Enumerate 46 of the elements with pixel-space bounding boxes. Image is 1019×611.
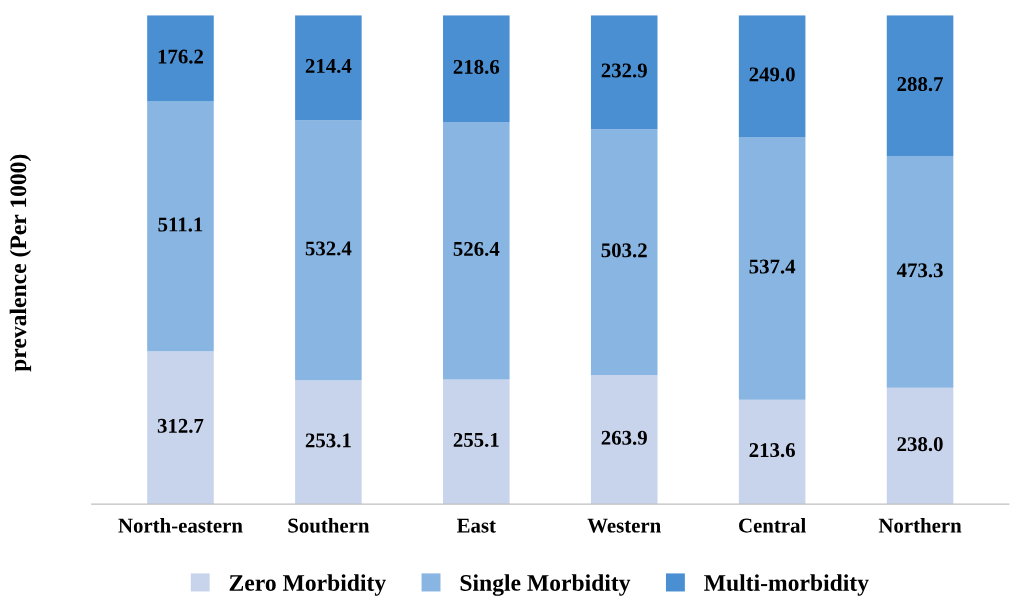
- bar: [295, 380, 362, 505]
- bar: [886, 156, 954, 388]
- data-label: 253.1: [305, 433, 351, 448]
- bar: [443, 379, 510, 505]
- bar: [147, 351, 214, 505]
- x-tick-label: North-eastern: [118, 517, 243, 533]
- x-tick-label: Western: [587, 518, 661, 533]
- bar: [886, 15, 954, 157]
- data-label: 218.6: [453, 59, 500, 74]
- bar: [295, 120, 362, 381]
- legend-label: Single Morbidity: [460, 574, 631, 596]
- bar: [147, 15, 214, 102]
- data-label: 214.4: [305, 58, 352, 74]
- legend-label: Multi-morbidity: [704, 574, 869, 596]
- x-tick-label: East: [456, 518, 496, 533]
- bar: [443, 15, 510, 123]
- bar: [147, 101, 214, 352]
- bar: [295, 15, 362, 121]
- bar: [886, 387, 954, 505]
- data-label: 238.0: [897, 437, 943, 452]
- data-label: 537.4: [749, 259, 796, 274]
- data-label: 511.1: [158, 217, 203, 232]
- x-tick-label: Northern: [878, 517, 962, 533]
- bar: [590, 375, 658, 505]
- data-label: 503.2: [601, 243, 647, 258]
- data-label: 232.9: [601, 63, 647, 78]
- bar: [443, 122, 510, 380]
- bar: [590, 15, 658, 130]
- data-label: 176.2: [158, 49, 203, 64]
- data-label: 263.9: [601, 430, 647, 445]
- y-axis-title: prevalence (Per 1000): [9, 154, 32, 372]
- legend-label: Zero Morbidity: [229, 574, 386, 596]
- data-label: 526.4: [453, 241, 500, 257]
- data-label: 473.3: [896, 263, 943, 278]
- x-tick-label: Southern: [288, 517, 370, 533]
- data-label: 532.4: [305, 241, 352, 256]
- x-tick-label: Central: [739, 517, 806, 533]
- data-label: 255.1: [453, 432, 499, 448]
- bar: [738, 137, 806, 400]
- data-label: 288.7: [897, 77, 943, 92]
- bar: [590, 129, 658, 376]
- data-label: 213.6: [749, 443, 795, 458]
- bar: [738, 15, 806, 138]
- data-label: 312.7: [157, 418, 204, 433]
- bar: [738, 399, 806, 505]
- data-label: 249.0: [749, 67, 795, 82]
